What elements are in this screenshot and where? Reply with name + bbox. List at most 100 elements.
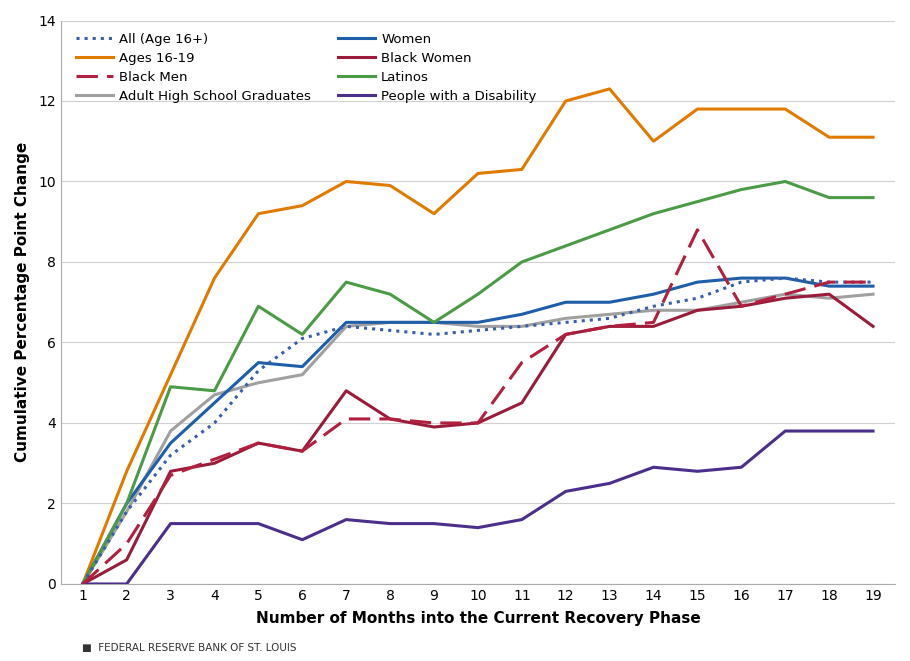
Latinos <box>648 210 659 217</box>
Ages 16-19 <box>297 202 308 210</box>
Women <box>736 274 747 282</box>
Black Women <box>121 556 132 564</box>
Adult High School Graduates <box>692 306 703 314</box>
Ages 16-19 <box>780 105 791 113</box>
All (Age 16+) <box>867 278 878 286</box>
Women <box>121 500 132 508</box>
People with a Disability <box>780 427 791 435</box>
Legend: All (Age 16+), Ages 16-19, Black Men, Adult High School Graduates, Women, Black : All (Age 16+), Ages 16-19, Black Men, Ad… <box>76 33 537 102</box>
Line: Latinos: Latinos <box>83 182 873 584</box>
Ages 16-19 <box>165 371 176 379</box>
Black Women <box>692 306 703 314</box>
Black Men <box>824 278 834 286</box>
Black Men <box>472 419 483 427</box>
Black Men <box>604 323 615 330</box>
Ages 16-19 <box>385 182 396 190</box>
Latinos <box>340 278 351 286</box>
Women <box>780 274 791 282</box>
Black Men <box>297 447 308 455</box>
Black Men <box>165 471 176 479</box>
People with a Disability <box>824 427 834 435</box>
Latinos <box>867 194 878 202</box>
Black Women <box>297 447 308 455</box>
Black Men <box>121 540 132 548</box>
Black Women <box>472 419 483 427</box>
Adult High School Graduates <box>429 319 440 327</box>
Adult High School Graduates <box>297 371 308 379</box>
Latinos <box>604 226 615 234</box>
Women <box>253 359 264 367</box>
Adult High School Graduates <box>165 427 176 435</box>
Women <box>77 580 88 588</box>
Line: Adult High School Graduates: Adult High School Graduates <box>83 294 873 584</box>
People with a Disability <box>472 524 483 531</box>
Line: Black Men: Black Men <box>83 230 873 584</box>
Black Women <box>165 467 176 475</box>
People with a Disability <box>736 463 747 471</box>
Adult High School Graduates <box>516 323 527 330</box>
Women <box>340 319 351 327</box>
All (Age 16+) <box>648 302 659 310</box>
People with a Disability <box>516 516 527 524</box>
Latinos <box>561 242 571 250</box>
Women <box>692 278 703 286</box>
Latinos <box>692 198 703 206</box>
Ages 16-19 <box>209 274 220 282</box>
Latinos <box>736 186 747 194</box>
Black Women <box>561 330 571 338</box>
People with a Disability <box>429 520 440 527</box>
All (Age 16+) <box>209 419 220 427</box>
Women <box>209 399 220 407</box>
All (Age 16+) <box>429 330 440 338</box>
All (Age 16+) <box>340 323 351 330</box>
Adult High School Graduates <box>77 580 88 588</box>
Ages 16-19 <box>736 105 747 113</box>
Black Men <box>692 226 703 234</box>
Women <box>165 439 176 447</box>
Latinos <box>472 290 483 298</box>
People with a Disability <box>867 427 878 435</box>
Latinos <box>516 258 527 266</box>
Black Men <box>253 439 264 447</box>
Black Women <box>385 415 396 423</box>
Ages 16-19 <box>824 134 834 141</box>
All (Age 16+) <box>780 274 791 282</box>
Latinos <box>209 387 220 395</box>
Black Men <box>780 290 791 298</box>
All (Age 16+) <box>77 580 88 588</box>
Black Men <box>429 419 440 427</box>
All (Age 16+) <box>385 327 396 334</box>
Women <box>297 363 308 371</box>
Women <box>472 319 483 327</box>
All (Age 16+) <box>604 315 615 323</box>
All (Age 16+) <box>297 334 308 342</box>
Ages 16-19 <box>77 580 88 588</box>
All (Age 16+) <box>561 319 571 327</box>
Latinos <box>77 580 88 588</box>
People with a Disability <box>648 463 659 471</box>
People with a Disability <box>604 479 615 487</box>
People with a Disability <box>77 580 88 588</box>
Adult High School Graduates <box>253 379 264 387</box>
Ages 16-19 <box>516 165 527 173</box>
Line: All (Age 16+): All (Age 16+) <box>83 278 873 584</box>
All (Age 16+) <box>165 451 176 459</box>
Black Women <box>209 459 220 467</box>
Adult High School Graduates <box>824 294 834 302</box>
All (Age 16+) <box>516 323 527 330</box>
Black Men <box>516 359 527 367</box>
Adult High School Graduates <box>121 508 132 516</box>
People with a Disability <box>561 487 571 495</box>
Black Men <box>561 330 571 338</box>
Black Women <box>648 323 659 330</box>
Text: ■  FEDERAL RESERVE BANK OF ST. LOUIS: ■ FEDERAL RESERVE BANK OF ST. LOUIS <box>82 643 297 653</box>
Black Men <box>867 278 878 286</box>
Y-axis label: Cumulative Percentage Point Change: Cumulative Percentage Point Change <box>15 142 30 462</box>
People with a Disability <box>209 520 220 527</box>
Adult High School Graduates <box>561 315 571 323</box>
Black Men <box>77 580 88 588</box>
People with a Disability <box>121 580 132 588</box>
Ages 16-19 <box>340 178 351 186</box>
Black Women <box>604 323 615 330</box>
Ages 16-19 <box>429 210 440 217</box>
